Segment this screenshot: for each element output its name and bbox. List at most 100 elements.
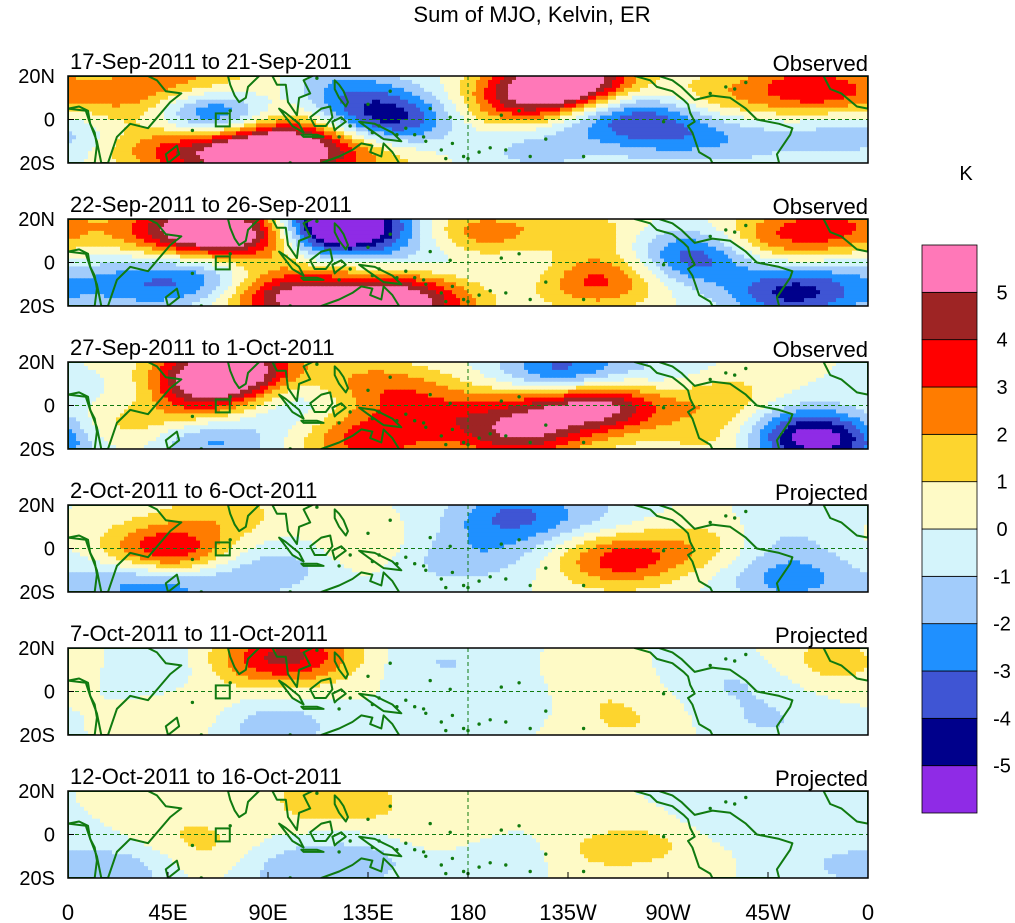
field-cell [92,87,97,93]
field-cell [644,79,649,85]
field-cell [180,159,185,163]
field-cell [80,139,85,144]
field-cell [180,87,185,93]
field-cell [796,83,801,89]
field-cell [308,103,313,109]
field-cell [124,135,129,140]
field-cell [308,87,313,93]
field-cell [124,222,129,228]
field-cell [432,87,437,93]
field-cell [756,87,761,93]
field-cell [532,111,537,117]
field-cell [856,95,861,101]
field-cell [816,83,821,89]
field-cell [400,91,405,97]
field-cell [456,79,461,85]
field-cell [772,91,777,97]
field-cell [368,107,373,113]
field-cell [160,99,165,105]
field-cell [840,111,845,117]
field-cell [392,135,397,140]
field-cell [676,107,681,113]
field-cell [244,219,249,224]
field-cell [664,139,669,144]
field-cell [76,131,81,136]
field-cell [528,103,533,109]
field-cell [496,143,501,148]
field-cell [264,76,269,81]
field-cell [172,115,177,121]
field-cell [812,99,817,105]
field-cell [620,107,625,113]
field-cell [128,83,133,89]
field-cell [824,123,829,128]
field-cell [232,143,237,148]
field-cell [372,143,377,148]
field-cell [684,155,689,160]
field-cell [752,91,757,97]
field-cell [652,115,657,121]
field-cell [368,139,373,144]
field-cell [808,107,813,113]
field-cell [860,111,865,117]
field-cell [112,123,117,128]
field-cell [200,123,205,128]
field-cell [760,91,765,97]
field-cell [836,135,841,140]
field-cell [68,115,73,121]
field-cell [492,76,497,81]
field-cell [196,95,201,101]
field-cell [68,155,73,160]
field-cell [88,127,93,132]
field-cell [268,87,273,93]
field-cell [128,127,133,132]
field-cell [728,135,733,140]
field-cell [684,79,689,85]
field-cell [84,226,89,232]
field-cell [292,76,297,81]
field-cell [580,123,585,128]
field-cell [448,91,453,97]
field-cell [120,83,125,89]
field-cell [764,131,769,136]
field-cell [556,119,561,125]
field-cell [460,151,465,156]
field-cell [580,111,585,117]
field-cell [676,143,681,148]
field-cell [644,83,649,89]
field-cell [260,151,265,156]
field-cell [468,123,473,128]
field-cell [96,95,101,101]
field-cell [832,107,837,113]
field-cell [148,111,153,117]
field-cell [544,123,549,128]
field-cell [624,79,629,85]
field-cell [688,135,693,140]
field-cell [336,159,341,163]
field-cell [520,91,525,97]
field-cell [612,147,617,152]
field-cell [368,219,373,224]
field-cell [276,219,281,224]
field-cell [340,76,345,81]
field-cell [240,159,245,163]
field-cell [248,111,253,117]
field-cell [220,76,225,81]
field-cell [752,99,757,105]
field-cell [120,107,125,113]
field-cell [688,103,693,109]
field-cell [380,91,385,97]
field-cell [652,103,657,109]
field-cell [260,123,265,128]
field-cell [288,219,293,224]
field-cell [464,83,469,89]
field-cell [712,79,717,85]
field-cell [156,91,161,97]
field-cell [628,151,633,156]
field-cell [92,139,97,144]
field-cell [68,226,73,232]
field-cell [756,222,761,228]
field-cell [712,135,717,140]
field-cell [420,111,425,117]
